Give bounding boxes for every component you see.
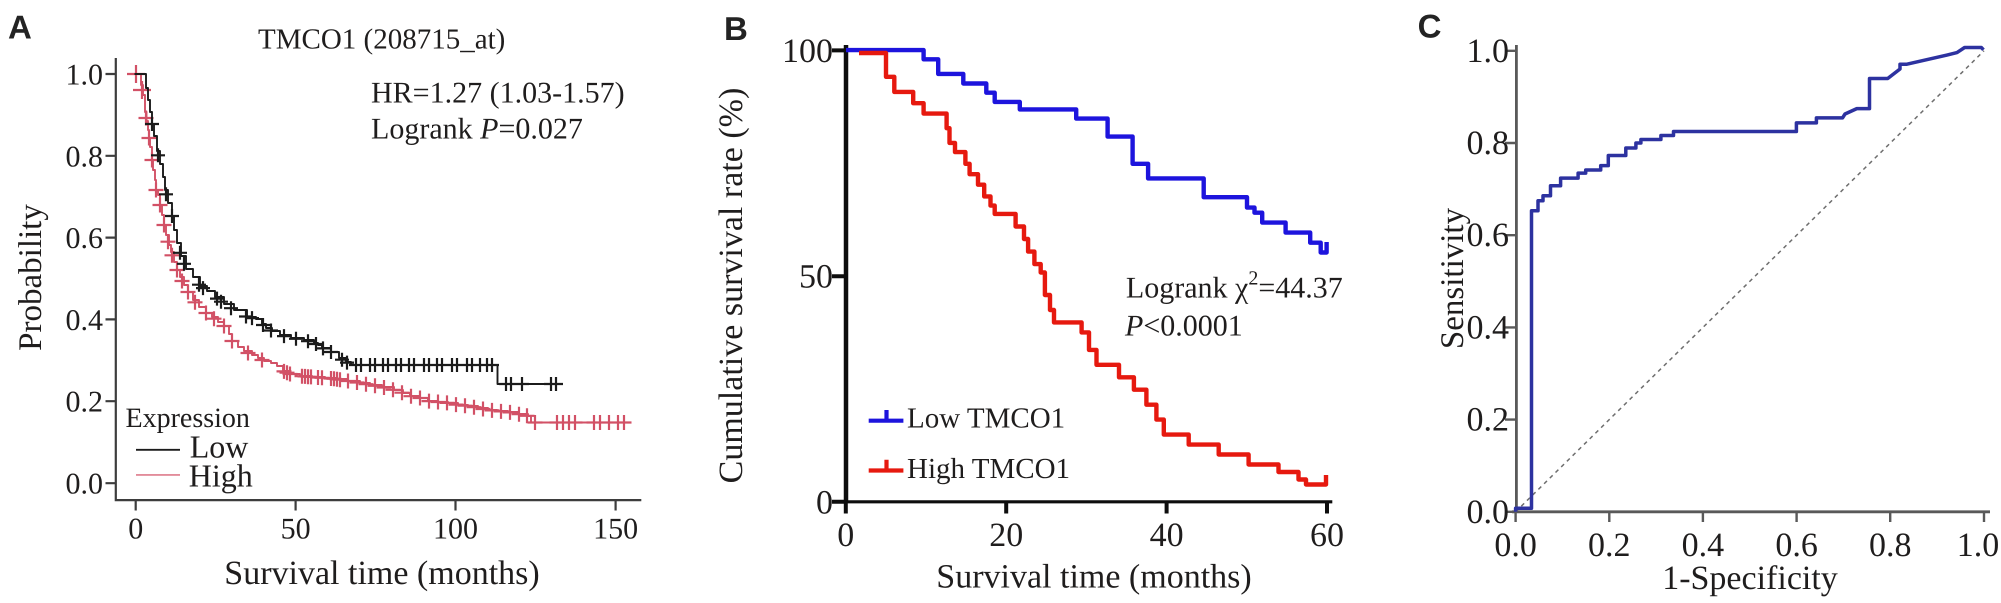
svg-text:0.6: 0.6 bbox=[66, 222, 104, 255]
svg-text:Cumulative survival rate (%): Cumulative survival rate (%) bbox=[713, 88, 750, 484]
svg-text:Low: Low bbox=[190, 429, 249, 465]
svg-text:0.0: 0.0 bbox=[1494, 527, 1537, 564]
svg-text:0.2: 0.2 bbox=[1467, 402, 1510, 439]
svg-text:40: 40 bbox=[1150, 517, 1184, 554]
svg-text:0.2: 0.2 bbox=[66, 386, 104, 419]
svg-text:Survival time (months): Survival time (months) bbox=[224, 555, 539, 592]
svg-text:1-Specificity: 1-Specificity bbox=[1662, 560, 1838, 597]
svg-text:0.6: 0.6 bbox=[1775, 527, 1818, 564]
svg-text:100: 100 bbox=[782, 33, 833, 70]
svg-text:Sensitivity: Sensitivity bbox=[1435, 207, 1471, 349]
svg-text:150: 150 bbox=[593, 512, 638, 545]
svg-text:0.4: 0.4 bbox=[1467, 309, 1510, 346]
svg-text:1.0: 1.0 bbox=[66, 59, 104, 92]
svg-text:1.0: 1.0 bbox=[1467, 33, 1510, 70]
svg-text:P<0.0001: P<0.0001 bbox=[1124, 309, 1243, 342]
svg-text:B: B bbox=[724, 10, 748, 47]
svg-text:Low TMCO1: Low TMCO1 bbox=[907, 403, 1065, 435]
svg-text:Probability: Probability bbox=[13, 204, 49, 351]
svg-text:High TMCO1: High TMCO1 bbox=[907, 453, 1070, 485]
svg-text:0: 0 bbox=[816, 484, 833, 521]
svg-text:C: C bbox=[1418, 8, 1442, 45]
svg-text:0.8: 0.8 bbox=[66, 140, 104, 173]
svg-text:Expression: Expression bbox=[126, 403, 250, 434]
svg-text:0.4: 0.4 bbox=[1682, 527, 1725, 564]
svg-text:A: A bbox=[8, 9, 32, 46]
svg-text:Logrank χ2=44.37: Logrank χ2=44.37 bbox=[1126, 268, 1343, 305]
svg-text:0.8: 0.8 bbox=[1869, 527, 1912, 564]
svg-text:1.0: 1.0 bbox=[1957, 527, 2000, 564]
svg-text:50: 50 bbox=[799, 259, 833, 296]
svg-text:0: 0 bbox=[837, 517, 854, 554]
svg-text:TMCO1 (208715_at): TMCO1 (208715_at) bbox=[258, 24, 505, 56]
svg-text:0.8: 0.8 bbox=[1467, 125, 1510, 162]
svg-text:High: High bbox=[189, 458, 253, 494]
svg-text:20: 20 bbox=[989, 517, 1023, 554]
svg-text:0.2: 0.2 bbox=[1588, 527, 1631, 564]
svg-text:Survival time (months): Survival time (months) bbox=[936, 559, 1251, 596]
svg-text:0: 0 bbox=[128, 512, 143, 545]
svg-text:0.6: 0.6 bbox=[1467, 217, 1510, 254]
svg-text:0.4: 0.4 bbox=[66, 304, 104, 337]
svg-text:Logrank P=0.027: Logrank P=0.027 bbox=[371, 113, 583, 146]
svg-text:100: 100 bbox=[433, 512, 478, 545]
svg-text:60: 60 bbox=[1310, 517, 1344, 554]
svg-text:0.0: 0.0 bbox=[1467, 494, 1510, 531]
svg-text:HR=1.27 (1.03-1.57): HR=1.27 (1.03-1.57) bbox=[371, 77, 625, 110]
svg-text:0.0: 0.0 bbox=[66, 468, 104, 501]
svg-text:50: 50 bbox=[281, 512, 311, 545]
